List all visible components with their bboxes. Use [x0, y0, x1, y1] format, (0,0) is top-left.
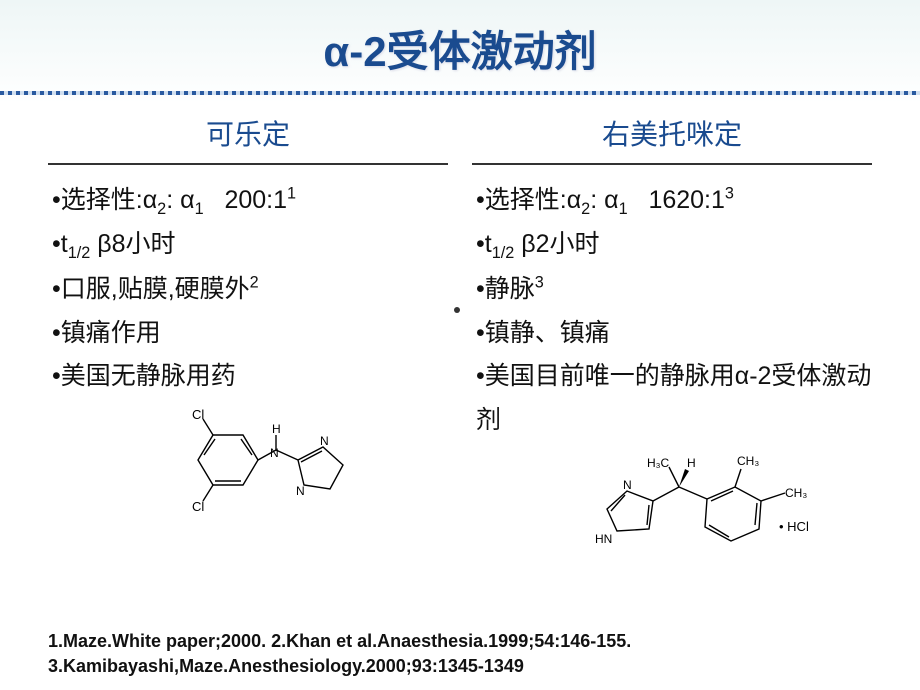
svg-text:N: N [296, 484, 305, 498]
svg-text:N: N [623, 478, 632, 492]
center-dot-icon [454, 307, 460, 313]
svg-text:H: H [272, 422, 281, 436]
dexmedetomidine-structure-icon: H₃C H CH₃ CH₃ N HN • HCl [577, 449, 827, 559]
svg-text:H₃C: H₃C [647, 456, 670, 470]
right-bullet-4: •美国目前唯一的静脉用α-2受体激动剂 [472, 355, 872, 443]
clonidine-structure-icon: Cl Cl H N N N [158, 405, 358, 515]
column-left: 可乐定 •选择性:α2: α1 200:11•t1/2 β8小时•口服,贴膜,硬… [48, 113, 460, 564]
right-bullet-0: •选择性:α2: α1 1620:13 [472, 179, 872, 223]
reference-line-1: 1.Maze.White paper;2000. 2.Khan et al.An… [48, 629, 631, 653]
svg-text:Cl: Cl [192, 499, 204, 514]
left-bullet-1: •t1/2 β8小时 [48, 223, 448, 267]
svg-text:H: H [687, 456, 696, 470]
svg-text:HN: HN [595, 532, 612, 546]
left-header: 可乐定 [48, 113, 448, 165]
references: 1.Maze.White paper;2000. 2.Khan et al.An… [48, 629, 631, 678]
left-bullet-3: •镇痛作用 [48, 312, 448, 356]
right-bullet-1: •t1/2 β2小时 [472, 223, 872, 267]
title-divider [0, 91, 920, 95]
svg-text:CH₃: CH₃ [737, 454, 759, 468]
column-right: 右美托咪定 •选择性:α2: α1 1620:13•t1/2 β2小时•静脉3•… [460, 113, 872, 564]
svg-text:Cl: Cl [192, 407, 204, 422]
right-bullet-2: •静脉3 [472, 268, 872, 312]
left-structure: Cl Cl H N N N [48, 405, 448, 520]
left-bullet-2: •口服,贴膜,硬膜外2 [48, 268, 448, 312]
comparison-columns: 可乐定 •选择性:α2: α1 200:11•t1/2 β8小时•口服,贴膜,硬… [0, 113, 920, 564]
left-bullet-4: •美国无静脉用药 [48, 355, 448, 399]
svg-text:N: N [320, 434, 329, 448]
left-bullet-0: •选择性:α2: α1 200:11 [48, 179, 448, 223]
svg-text:CH₃: CH₃ [785, 486, 807, 500]
right-bullet-3: •镇静、镇痛 [472, 312, 872, 356]
slide-title: α-2受体激动剂 [0, 0, 920, 91]
svg-text:N: N [270, 446, 279, 460]
svg-text:• HCl: • HCl [779, 519, 809, 534]
right-structure: H₃C H CH₃ CH₃ N HN • HCl [472, 449, 872, 564]
right-header: 右美托咪定 [472, 113, 872, 165]
reference-line-2: 3.Kamibayashi,Maze.Anesthesiology.2000;9… [48, 654, 631, 678]
